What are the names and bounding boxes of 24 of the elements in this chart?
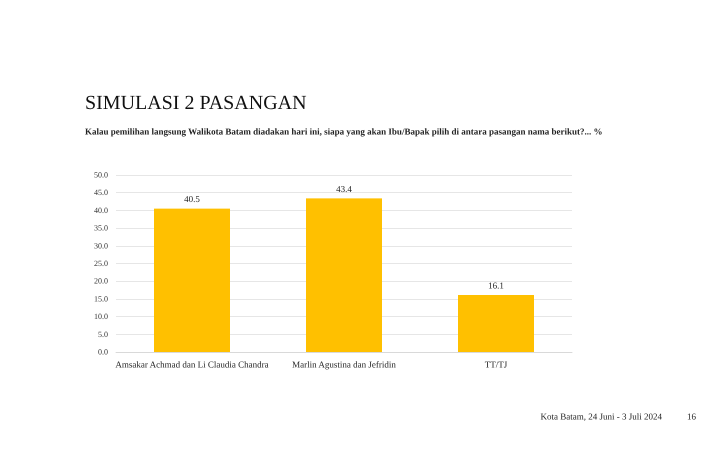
y-tick-label: 10.0 (94, 312, 108, 322)
text: 16 (687, 412, 696, 422)
y-tick-label: 40.0 (94, 206, 108, 215)
data-label: 40.5 (184, 194, 200, 204)
y-tick-label: 45.0 (94, 188, 108, 198)
text: Kota Batam, 24 Juni - 3 Juli 2024 (540, 412, 662, 422)
bar (458, 295, 534, 352)
y-tick-label: 0.0 (98, 348, 108, 356)
y-tick-label: 20.0 (94, 276, 108, 286)
data-label: 16.1 (488, 280, 504, 291)
chart-subtitle: Kalau pemilihan langsung Walikota Batam diadakan hari ini, siapa yang akan Ibu/Bapak pilih di antara pasangan nama berikut?... % (85, 126, 602, 136)
y-tick-label: 35.0 (94, 224, 108, 233)
y-tick-label: 30.0 (94, 241, 108, 250)
data-label: 43.4 (336, 184, 352, 194)
x-tick-label: Amsakar Achmad dan Li Claudia Chandra (115, 360, 269, 370)
bar (154, 208, 230, 352)
x-tick-label: Marlin Agustina dan Jefridin (292, 360, 396, 370)
x-tick-label: TT/TJ (484, 360, 508, 370)
y-tick-label: 5.0 (98, 330, 108, 339)
bar (306, 198, 382, 352)
y-tick-label: 50.0 (94, 170, 108, 180)
y-tick-label: 15.0 (94, 294, 108, 304)
y-tick-label: 25.0 (94, 259, 108, 268)
chart-title: SIMULASI 2 PASANGAN (85, 92, 307, 114)
